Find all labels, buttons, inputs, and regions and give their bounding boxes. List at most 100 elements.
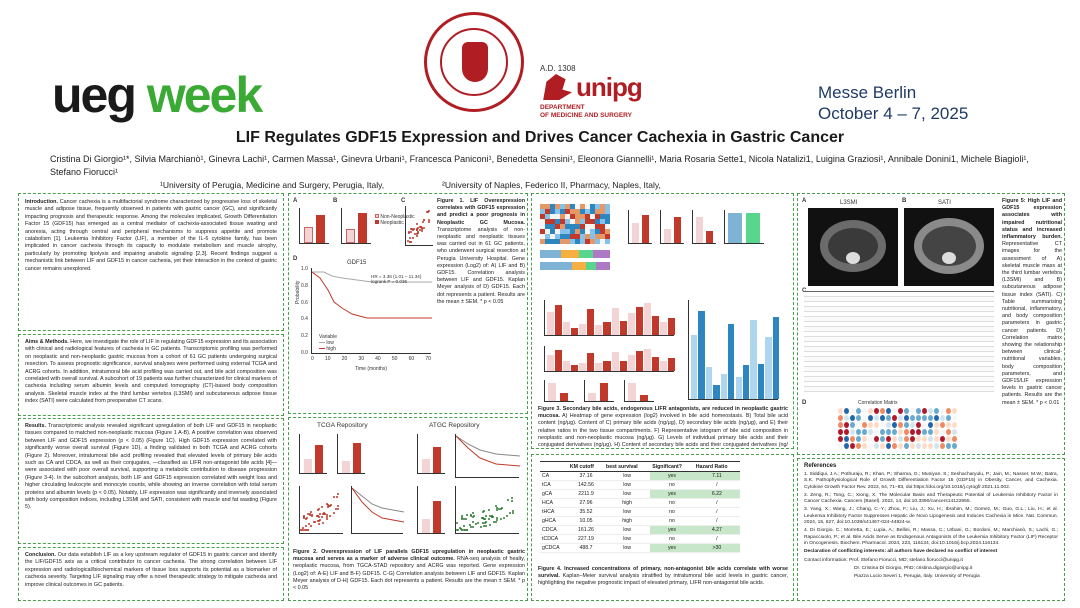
bar [555,349,563,371]
figure-4-caption: Figure 4. Increased concentrations of pr… [538,566,789,587]
bar [595,363,603,371]
matrix-cell [898,408,903,414]
matrix-cell [904,429,909,435]
table-row: tCDCA 227.19 low no / [540,534,740,544]
matrix-cell [910,415,915,421]
scatter-point [427,209,430,212]
table-cell: no [650,516,694,526]
scatter-point [471,512,474,515]
scatter-point [460,516,463,519]
fig1b-bar-plot [341,208,371,244]
bar [750,320,757,399]
figure-4-panel: KM cutoff best survival Significant? Haz… [531,454,794,601]
matrix-cell [904,436,909,442]
scatter-point [322,512,325,515]
results-panel: Results. Transcriptomic analysis reveale… [18,418,284,544]
tcga-km-plot [351,486,404,534]
scatter-point [482,509,485,512]
contact-info-2: Dr. Cristina Di Giorgio, PhD; cristina.d… [854,565,973,571]
scatter-point [427,220,430,223]
atgc-title: ATGC Repository [429,422,480,429]
ct-scan-sati-image [904,208,994,286]
heatmap-cell [580,209,585,214]
scatter-point [480,516,483,519]
bar [659,361,667,371]
heatmap-cell [605,229,610,234]
heatmap-cell [565,209,570,214]
km-stats: HR = 3.38 (1.01 – 11.34) logrank P = 0.0… [371,274,422,284]
figure-2-caption: Figure 2. Overexpression of LIF parallel… [293,549,525,592]
scatter-point [487,508,490,511]
matrix-cell [898,415,903,421]
matrix-cell [904,415,909,421]
matrix-cell [856,408,861,414]
scatter-point [337,505,340,508]
matrix-cell [946,443,951,449]
table-cell: 142.56 [567,480,605,490]
matrix-cell [886,436,891,442]
heatmap-cell [580,224,585,229]
bar [735,376,742,399]
table-cell: / [693,534,740,544]
scatter-point [465,518,468,521]
table-cell: gCDCA [540,543,568,553]
scatter-point [481,510,484,513]
scatter-point [334,508,337,511]
heatmap-cell [600,224,605,229]
scatter-point [306,512,309,515]
bar [619,360,627,371]
scatter-point [304,524,307,527]
heatmap-cell [565,214,570,219]
matrix-cell [862,422,867,428]
bar [627,355,635,371]
heatmap-cell [560,204,565,209]
scatter-point [496,507,499,510]
scatter-point [300,528,303,531]
table-header: Significant? [650,461,694,472]
heatmap-cell [595,239,600,244]
km-legend: Variable low high [319,334,337,352]
references-panel: References 1. Siddiqui, J.A.; Pothuraju,… [797,458,1065,601]
matrix-cell [910,436,915,442]
table-cell: low [604,543,651,553]
matrix-cell [946,415,951,421]
table-row [804,322,994,327]
scatter-point [508,512,511,514]
bar [579,362,587,371]
matrix-cell [874,422,879,428]
matrix-cell [874,443,879,449]
matrix-cell [838,443,843,449]
fig3i-bars [544,380,574,402]
matrix-cell [928,408,933,414]
unipg-wordmark: unipg [576,72,643,102]
scatter-point [485,521,488,524]
reference-item: 3. Yang, X.; Wang, J.; Chang, C.-Y.; Zho… [804,507,1058,526]
results-text: Results. Transcriptomic analysis reveale… [25,423,277,511]
table-cell: gCA [540,489,568,499]
scatter-point [506,499,509,502]
scatter-point [305,528,308,531]
scatter-point [310,511,313,513]
matrix-cell [850,422,855,428]
table-row [804,307,994,312]
scatter-point [317,507,320,510]
ct-scan-l3smi-image [808,208,898,286]
matrix-cell [946,422,951,428]
conclusion-panel: Conclusion. Our data establish LIF as a … [18,547,284,601]
matrix-cell [952,408,957,414]
unipg-year: A.D. 1308 [540,64,576,73]
table-cell: CA [540,471,568,481]
scatter-point [505,515,508,518]
heatmap-cell [580,204,585,209]
table-cell: 227.19 [567,534,605,544]
correlation-matrix-title: Correlation Matrix [858,400,898,406]
matrix-cell [940,429,945,435]
scatter-point [416,229,419,232]
bar [713,385,720,399]
heatmap-cell [540,224,545,229]
scatter-point [456,528,459,531]
table-row: gCA 2211.9 low yes 6.22 [540,489,740,499]
heatmap-cell [565,204,570,209]
matrix-cell [862,415,867,421]
heatmap-cell [550,214,555,219]
